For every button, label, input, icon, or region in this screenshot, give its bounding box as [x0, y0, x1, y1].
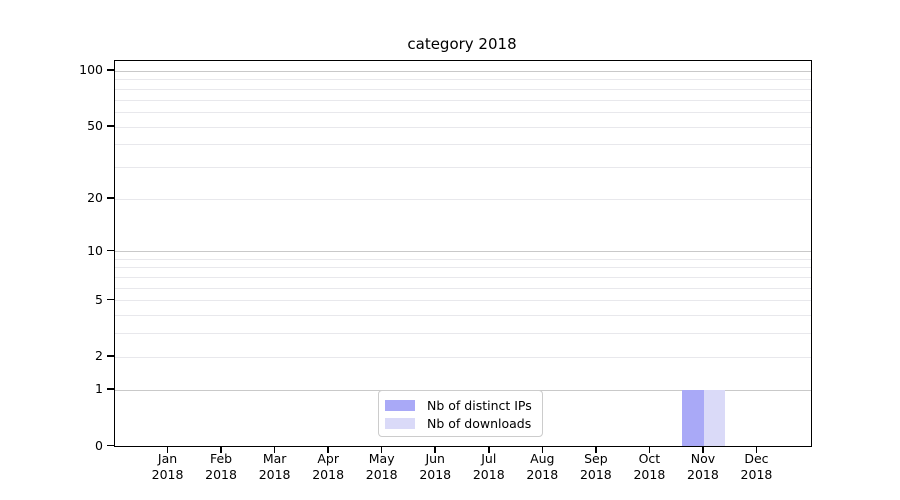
y-axis-tick	[107, 388, 114, 390]
bar-nb-of-distinct-ips-nov	[682, 389, 704, 446]
minor-gridline	[115, 333, 811, 335]
x-tick-label: Nov 2018	[687, 451, 719, 482]
y-axis-tick	[107, 197, 114, 199]
minor-gridline	[115, 300, 811, 302]
legend-label-downloads: Nb of downloads	[427, 415, 532, 431]
y-tick-label: 20	[87, 190, 103, 206]
y-tick-label: 1	[95, 381, 103, 397]
y-axis-tick	[107, 355, 114, 357]
x-tick-label: Oct 2018	[633, 451, 666, 482]
y-axis-tick	[107, 69, 114, 71]
minor-gridline	[115, 315, 811, 317]
x-axis-tick	[488, 446, 490, 453]
x-tick-label: Sep 2018	[579, 451, 612, 482]
x-axis-tick	[273, 446, 276, 453]
y-tick-label: 2	[95, 348, 103, 364]
major-gridline	[115, 70, 811, 72]
x-axis-tick	[166, 446, 169, 453]
bar-nb-of-downloads-nov	[703, 389, 726, 446]
legend-item-downloads: Nb of downloads	[385, 415, 534, 431]
x-tick-label: Jan 2018	[151, 451, 184, 482]
y-axis-tick	[107, 444, 114, 446]
minor-gridline	[115, 356, 811, 358]
legend-swatch-downloads-icon	[385, 417, 415, 429]
x-axis-tick	[434, 446, 436, 453]
minor-gridline	[115, 126, 811, 128]
x-axis-tick	[327, 446, 329, 453]
x-axis-tick	[220, 446, 222, 453]
x-tick-label: Dec 2018	[740, 451, 773, 482]
minor-gridline	[115, 198, 811, 200]
y-axis-tick	[107, 249, 114, 252]
y-tick-label: 100	[79, 62, 103, 78]
minor-gridline	[115, 258, 811, 260]
minor-gridline	[115, 144, 811, 146]
legend-swatch-distinct-ips-icon	[385, 399, 415, 411]
x-tick-label: Aug 2018	[526, 451, 559, 482]
minor-gridline	[115, 267, 811, 269]
minor-gridline	[115, 99, 811, 101]
x-axis-tick	[541, 446, 544, 453]
legend-label-distinct-ips: Nb of distinct IPs	[427, 397, 532, 413]
y-tick-label: 10	[87, 242, 103, 258]
x-tick-label: Apr 2018	[312, 451, 345, 482]
x-tick-label: Mar 2018	[258, 451, 291, 482]
minor-gridline	[115, 88, 811, 90]
x-axis-tick	[595, 446, 597, 453]
minor-gridline	[115, 166, 811, 168]
x-tick-label: Jun 2018	[419, 451, 452, 482]
y-tick-label: 0	[95, 437, 103, 453]
x-tick-label: Jul 2018	[472, 451, 505, 482]
y-tick-label: 5	[95, 291, 103, 307]
y-tick-label: 50	[87, 118, 103, 133]
legend-item-distinct-ips: Nb of distinct IPs	[385, 397, 534, 413]
minor-gridline	[115, 79, 811, 81]
x-axis-tick	[648, 446, 651, 453]
plot-area	[114, 60, 812, 447]
minor-gridline	[115, 277, 811, 279]
x-axis-tick	[755, 446, 758, 453]
x-axis-tick	[702, 446, 704, 453]
chart-title: category 2018	[407, 35, 517, 53]
y-axis-tick	[107, 298, 114, 301]
x-tick-label: Feb 2018	[205, 451, 237, 482]
legend: Nb of distinct IPs Nb of downloads	[378, 390, 543, 437]
minor-gridline	[115, 287, 811, 289]
x-tick-label: May 2018	[365, 451, 398, 482]
x-axis-tick	[380, 446, 383, 453]
minor-gridline	[115, 111, 811, 113]
y-axis-tick	[107, 125, 114, 127]
major-gridline	[115, 251, 811, 253]
